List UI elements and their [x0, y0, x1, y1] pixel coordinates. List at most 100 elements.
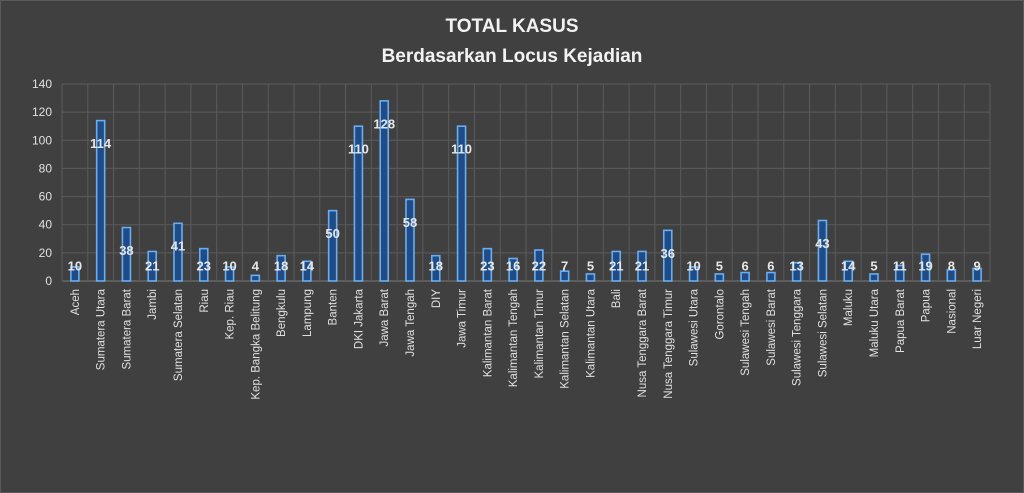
x-tick-label: Papua [921, 288, 933, 322]
x-tick-label: Sulawesi Tenggara [792, 288, 804, 386]
chart-subtitle: Berdasarkan Locus Kejadian [381, 46, 643, 67]
x-tick-label: Jawa Barat [379, 288, 391, 346]
x-tick-label: Banten [328, 289, 340, 325]
data-label: 5 [870, 258, 877, 273]
bar [456, 125, 467, 282]
x-tick-label: Kalimantan Barat [482, 288, 494, 377]
data-label: 21 [609, 258, 623, 273]
x-tick-label: Bengkulu [276, 289, 288, 337]
chart-title: TOTAL KASUS [445, 16, 579, 37]
data-label: 21 [145, 258, 159, 273]
x-tick-label: Kep. Riau [225, 289, 237, 340]
bar [430, 254, 441, 282]
data-label: 110 [348, 142, 369, 157]
data-label: 128 [373, 116, 395, 131]
bar [482, 247, 493, 282]
bar [224, 266, 235, 282]
x-tick-label: Kalimantan Utara [585, 288, 597, 377]
data-label: 23 [197, 258, 211, 273]
bar [198, 247, 209, 282]
data-label: 10 [686, 258, 700, 273]
bar [173, 222, 183, 282]
data-label: 6 [741, 258, 748, 273]
data-label: 18 [429, 258, 443, 273]
x-tick-label: Sumatera Barat [121, 288, 133, 369]
bar [946, 268, 957, 282]
x-tick-label: Nasional [946, 289, 958, 334]
data-label: 16 [506, 258, 520, 273]
y-tick-label: 80 [39, 161, 53, 175]
x-tick-label: Jawa Tengah [405, 289, 417, 357]
bar [688, 266, 699, 282]
x-tick-label: Sumatera Selatan [173, 289, 185, 381]
bar [379, 100, 390, 282]
bar [534, 249, 544, 282]
data-label: 110 [451, 142, 472, 157]
x-tick-label: Aceh [70, 289, 82, 315]
data-label: 13 [789, 258, 803, 273]
data-label: 10 [222, 258, 236, 273]
data-label: 9 [973, 258, 980, 273]
x-tick-label: Kalimantan Timur [534, 289, 546, 379]
data-label: 6 [767, 258, 774, 273]
bar [791, 261, 802, 282]
x-tick-label: Luar Negeri [972, 289, 984, 349]
bar [250, 274, 261, 282]
data-label: 43 [815, 236, 829, 251]
x-tick-label: Maluku [843, 289, 855, 326]
bar [611, 250, 622, 282]
data-label: 22 [532, 258, 546, 273]
bar [302, 260, 312, 282]
data-label: 23 [480, 258, 494, 273]
x-tick-label: Gorontalo [714, 289, 726, 340]
bar [327, 209, 338, 282]
x-tick-label: Sulawesi Utara [689, 288, 701, 366]
x-tick-label: DIY [431, 289, 443, 309]
y-tick-label: 140 [32, 77, 52, 91]
data-label: 7 [561, 258, 568, 273]
x-tick-label: Sulawesi Tengah [740, 289, 752, 376]
bar [121, 226, 132, 282]
bar [740, 271, 750, 282]
data-label: 114 [90, 136, 112, 151]
x-tick-label: Papua Barat [895, 288, 907, 353]
data-label: 58 [403, 215, 417, 230]
x-tick-label: Jambi [147, 289, 159, 320]
bar [766, 271, 776, 282]
x-tick-label: Bali [611, 289, 623, 308]
bar [714, 273, 725, 282]
data-label: 19 [918, 258, 932, 273]
x-tick-label: Jawa Timur [457, 289, 469, 348]
bar [585, 273, 596, 282]
x-tick-label: Lampung [302, 289, 314, 337]
data-label: 5 [587, 258, 594, 273]
data-label: 21 [635, 258, 649, 273]
bar [972, 267, 982, 282]
x-tick-label: Nusa Tenggara Barat [637, 288, 649, 397]
y-tick-label: 20 [39, 246, 53, 260]
data-label: 18 [274, 258, 288, 273]
y-tick-label: 60 [39, 190, 53, 204]
bar [508, 257, 518, 282]
data-label: 14 [841, 258, 856, 273]
bar [147, 250, 158, 282]
data-label: 36 [661, 246, 675, 261]
bar [276, 254, 286, 282]
x-tick-label: Kalimantan Tengah [508, 289, 520, 387]
x-tick-label: Kalimantan Selatan [560, 289, 572, 389]
y-tick-label: 0 [45, 274, 52, 288]
x-tick-label: DKI Jakarta [353, 288, 365, 349]
data-label: 10 [68, 258, 82, 273]
x-tick-label: Nusa Tenggara Timur [663, 289, 675, 399]
bar [894, 264, 905, 282]
data-label: 14 [300, 258, 315, 273]
data-label: 41 [171, 239, 185, 254]
bar [637, 250, 647, 282]
data-label: 4 [252, 258, 260, 273]
x-tick-label: Sumatera Utara [96, 288, 108, 370]
bar [559, 270, 570, 282]
bar [405, 198, 415, 282]
bar [353, 125, 364, 282]
data-label: 5 [716, 258, 723, 273]
